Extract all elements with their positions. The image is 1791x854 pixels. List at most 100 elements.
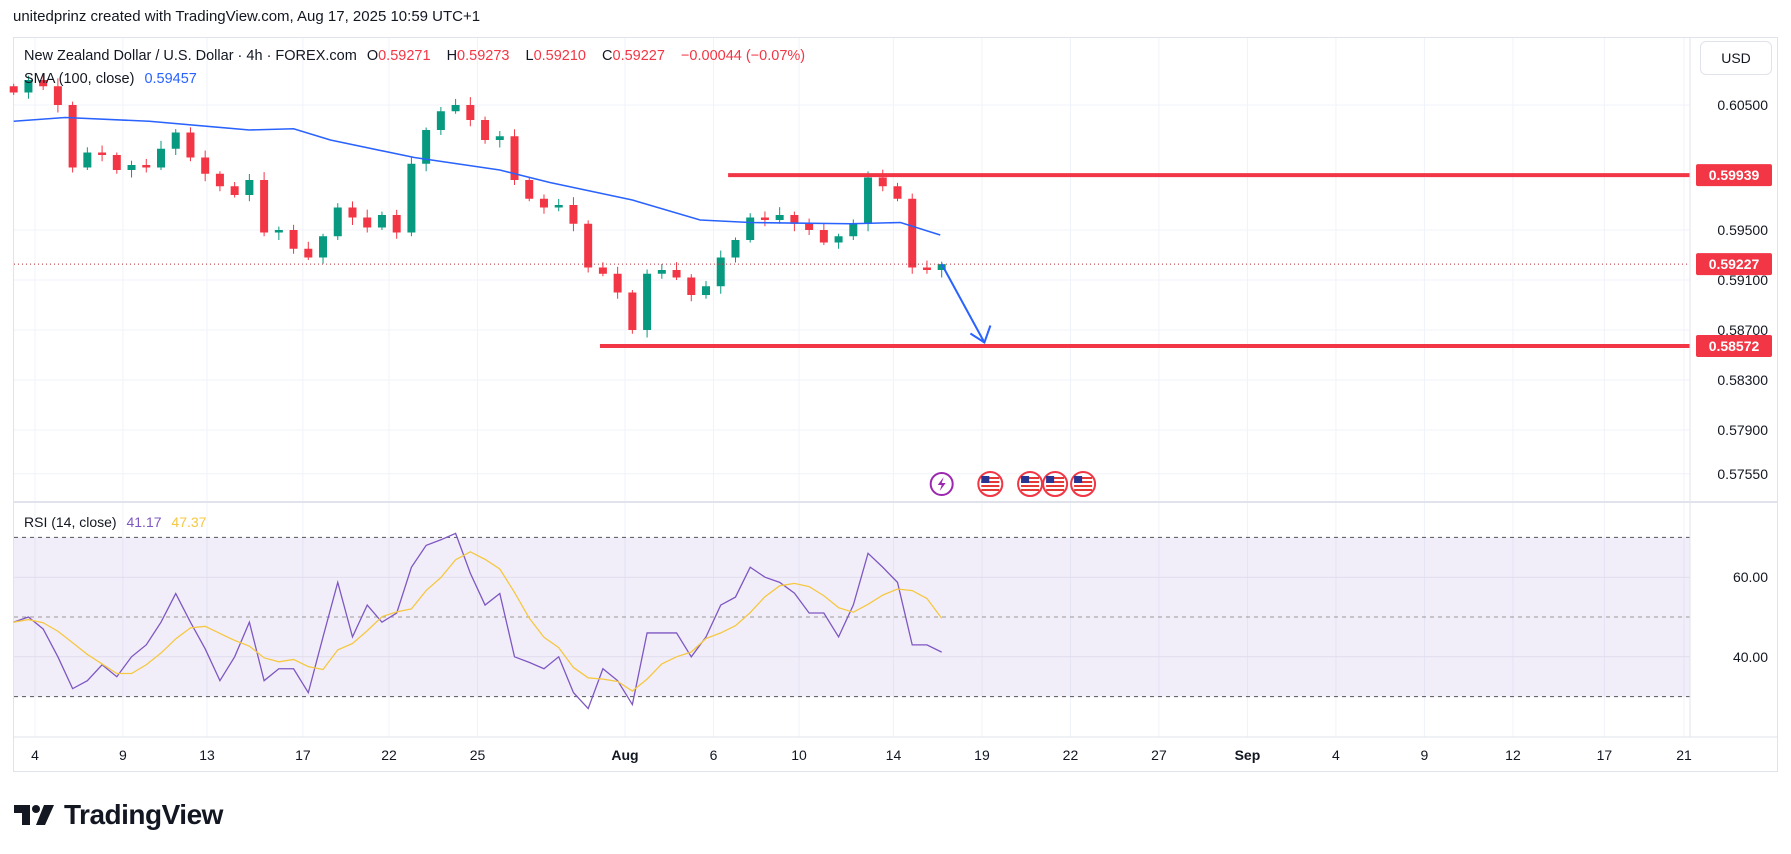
candle[interactable] bbox=[348, 201, 357, 225]
us-flag-event-icon[interactable] bbox=[1070, 471, 1097, 497]
candle[interactable] bbox=[657, 263, 666, 279]
candle[interactable] bbox=[598, 262, 607, 277]
candle[interactable] bbox=[746, 213, 755, 243]
candle[interactable] bbox=[127, 160, 136, 178]
rsi-line[interactable] bbox=[13, 532, 942, 710]
candle[interactable] bbox=[392, 209, 401, 239]
candle[interactable] bbox=[171, 129, 180, 155]
candle[interactable] bbox=[319, 233, 328, 264]
currency-button[interactable]: USD bbox=[1700, 41, 1772, 75]
arrow-head-icon bbox=[969, 325, 992, 345]
candle[interactable] bbox=[510, 129, 519, 185]
candle[interactable] bbox=[142, 158, 151, 173]
flag-stripe bbox=[1021, 489, 1040, 491]
candle[interactable] bbox=[466, 97, 475, 127]
candle[interactable] bbox=[775, 207, 784, 224]
candle[interactable] bbox=[407, 156, 416, 237]
candle[interactable] bbox=[53, 78, 62, 113]
candle[interactable] bbox=[436, 106, 445, 135]
candle-body bbox=[392, 215, 401, 233]
flag-stripe bbox=[1046, 477, 1065, 479]
symbol-legend[interactable]: New Zealand Dollar / U.S. Dollar · 4h · … bbox=[24, 48, 811, 64]
candle[interactable] bbox=[716, 250, 725, 294]
time-axis-label: 4 bbox=[1332, 747, 1340, 763]
candle-body bbox=[908, 198, 917, 268]
candle[interactable] bbox=[481, 116, 490, 144]
close-label: C bbox=[602, 48, 613, 64]
rsi-signal-line[interactable] bbox=[13, 551, 943, 692]
candle[interactable] bbox=[819, 223, 828, 245]
candle[interactable] bbox=[39, 73, 48, 90]
candle[interactable] bbox=[9, 83, 18, 95]
candle[interactable] bbox=[68, 101, 77, 173]
candle-body bbox=[407, 163, 416, 233]
candle[interactable] bbox=[422, 127, 431, 172]
price-axis-label: 0.57900 bbox=[1717, 422, 1768, 438]
candle[interactable] bbox=[864, 171, 873, 232]
candle[interactable] bbox=[539, 194, 548, 214]
candle[interactable] bbox=[922, 260, 931, 274]
price-level-badge-label: 0.58572 bbox=[1709, 338, 1760, 354]
candle[interactable] bbox=[834, 233, 843, 249]
flag-stripe bbox=[1074, 481, 1093, 483]
candle[interactable] bbox=[215, 171, 224, 192]
candle[interactable] bbox=[908, 193, 917, 274]
sma-value: 0.59457 bbox=[144, 71, 197, 87]
candle[interactable] bbox=[289, 224, 298, 254]
candle[interactable] bbox=[554, 198, 563, 212]
candle[interactable] bbox=[672, 262, 681, 280]
candle[interactable] bbox=[805, 218, 814, 235]
candle[interactable] bbox=[613, 266, 622, 299]
candle[interactable] bbox=[83, 147, 92, 170]
candle[interactable] bbox=[760, 211, 769, 227]
candle[interactable] bbox=[790, 211, 799, 232]
candle[interactable] bbox=[525, 177, 534, 202]
flag-canton bbox=[1021, 476, 1030, 483]
candle[interactable] bbox=[628, 290, 637, 334]
candle[interactable] bbox=[584, 220, 593, 273]
candle[interactable] bbox=[702, 281, 711, 299]
candle[interactable] bbox=[304, 241, 313, 260]
time-axis-label: 19 bbox=[974, 747, 990, 763]
candle[interactable] bbox=[157, 140, 165, 170]
us-flag-event-icon[interactable] bbox=[1042, 471, 1069, 497]
candle[interactable] bbox=[451, 98, 460, 114]
candle[interactable] bbox=[245, 173, 254, 202]
tradingview-logo[interactable]: TradingView bbox=[14, 799, 223, 831]
candle[interactable] bbox=[186, 127, 195, 162]
candle[interactable] bbox=[363, 209, 372, 233]
candle[interactable] bbox=[260, 172, 269, 237]
candle[interactable] bbox=[201, 150, 210, 182]
rsi-legend[interactable]: RSI (14, close) 41.17 47.37 bbox=[24, 514, 212, 530]
candle[interactable] bbox=[377, 211, 386, 230]
candle[interactable] bbox=[24, 75, 33, 99]
candle[interactable] bbox=[878, 169, 887, 192]
candle[interactable] bbox=[893, 182, 902, 202]
candle[interactable] bbox=[495, 131, 504, 148]
candle[interactable] bbox=[849, 219, 858, 240]
candle-body bbox=[98, 152, 107, 155]
candle[interactable] bbox=[569, 197, 578, 232]
candle-body bbox=[775, 215, 784, 220]
lightning-event-icon[interactable] bbox=[929, 472, 954, 496]
candle[interactable] bbox=[333, 203, 342, 240]
candle[interactable] bbox=[731, 237, 740, 263]
sma-line[interactable] bbox=[13, 116, 941, 236]
candle[interactable] bbox=[230, 181, 239, 198]
chart-frame bbox=[13, 37, 1778, 772]
candle[interactable] bbox=[643, 269, 652, 338]
us-flag-event-icon[interactable] bbox=[977, 471, 1004, 497]
us-flag-event-icon[interactable] bbox=[1017, 471, 1044, 497]
candle[interactable] bbox=[112, 152, 121, 174]
candle-body bbox=[127, 165, 136, 170]
candle[interactable] bbox=[687, 274, 696, 302]
change-value: −0.00044 (−0.07%) bbox=[680, 48, 806, 64]
candle[interactable] bbox=[274, 226, 283, 240]
candle-body bbox=[893, 186, 902, 199]
candle-body bbox=[363, 217, 372, 228]
sma-legend[interactable]: SMA (100, close) 0.59457 bbox=[24, 71, 203, 87]
projection-arrow[interactable] bbox=[940, 263, 992, 345]
candle[interactable] bbox=[98, 145, 107, 162]
flag-circle bbox=[1070, 471, 1097, 497]
